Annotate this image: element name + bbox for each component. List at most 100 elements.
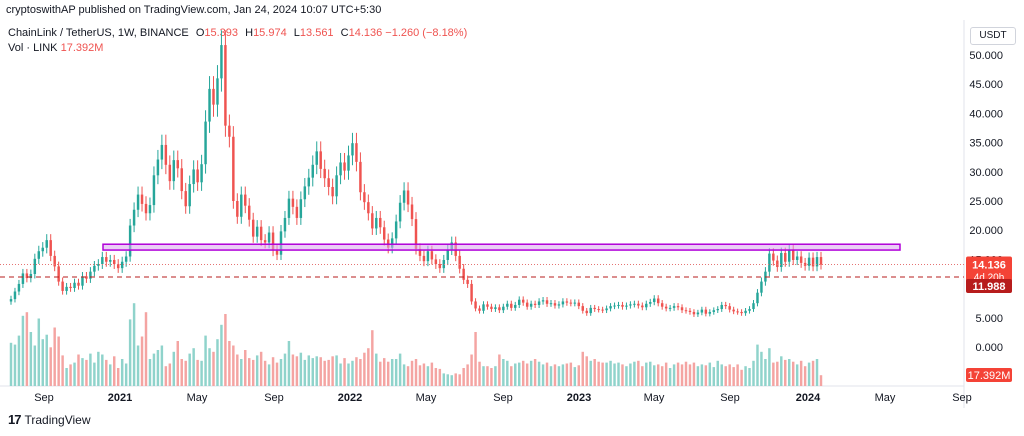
candle	[351, 132, 354, 166]
volume-value: 17.392M	[60, 42, 104, 54]
candle	[113, 254, 116, 269]
candle-body	[45, 240, 48, 248]
candle-body	[128, 225, 132, 257]
volume-bar	[811, 360, 815, 386]
candle-body	[363, 192, 366, 203]
candle-body	[649, 302, 652, 304]
high-key: H	[245, 27, 254, 39]
volume-bar	[549, 366, 553, 386]
candle-body	[109, 259, 112, 262]
volume-bar	[494, 366, 497, 386]
volume-bar	[418, 365, 422, 386]
candle-body	[696, 312, 700, 315]
volume-bar	[311, 358, 314, 386]
candle-body	[244, 194, 247, 206]
candle	[521, 296, 525, 306]
candle	[510, 300, 513, 311]
volume-bar	[585, 356, 588, 386]
candle	[93, 261, 96, 277]
candle-body	[664, 306, 668, 309]
volume-bar	[17, 335, 21, 386]
candle-body	[641, 305, 644, 308]
volume-tag	[966, 368, 1012, 382]
volume-bar	[319, 357, 322, 386]
symbol-label[interactable]: ChainLink / TetherUS, 1W, BINANCE	[8, 27, 189, 39]
candle-body	[819, 257, 823, 265]
volume-bar	[748, 368, 751, 386]
volume-bar	[819, 375, 823, 386]
candle	[799, 251, 803, 268]
candle	[81, 271, 84, 290]
volume-bar	[716, 360, 719, 386]
volume-bar	[291, 354, 295, 386]
candle	[160, 134, 164, 170]
volume-bar	[13, 344, 17, 386]
candle-body	[25, 273, 29, 279]
currency-button[interactable]: USDT	[970, 27, 1016, 45]
volume-bar	[744, 366, 747, 386]
candle	[573, 299, 577, 307]
candle-body	[379, 217, 382, 228]
candle	[279, 225, 283, 261]
candle-body	[605, 308, 608, 311]
candle	[621, 301, 624, 310]
candle-body	[105, 257, 108, 262]
volume-bar	[502, 359, 505, 386]
candle-body	[279, 231, 283, 255]
volume-bar	[335, 355, 338, 386]
candle	[776, 255, 779, 272]
candle-body	[430, 251, 434, 260]
candle-body	[438, 264, 442, 269]
volume-bar	[200, 360, 203, 386]
volume-bar	[101, 354, 104, 386]
candle-body	[295, 206, 299, 218]
candle	[9, 295, 13, 305]
candle-body	[200, 164, 203, 183]
volume-label[interactable]: Vol · LINK	[8, 42, 58, 54]
candle	[525, 299, 529, 310]
candle	[760, 277, 763, 297]
candle	[462, 264, 465, 285]
candle	[422, 250, 426, 267]
x-tick-label: May	[644, 392, 665, 404]
candle	[541, 297, 545, 305]
candle	[128, 218, 132, 262]
candle-body	[148, 205, 152, 214]
candle-body	[676, 306, 680, 308]
volume-bar	[625, 366, 628, 386]
candle	[811, 252, 815, 272]
tradingview-footer[interactable]: 17 TradingView	[8, 412, 91, 427]
candle	[25, 268, 29, 283]
volume-bar	[553, 364, 557, 386]
candle-body	[113, 259, 116, 265]
candle	[299, 191, 303, 225]
candle-body	[760, 281, 763, 293]
volume-bar	[69, 364, 72, 386]
candle-body	[89, 271, 92, 279]
candle-body	[220, 45, 223, 79]
candle-body	[601, 309, 604, 311]
volume-bar	[529, 360, 533, 386]
volume-bar	[89, 353, 92, 386]
candle-body	[299, 199, 303, 218]
volume-bar	[629, 363, 632, 386]
candle	[474, 298, 477, 312]
volume-bar	[216, 339, 219, 386]
candle	[803, 257, 807, 271]
candle	[470, 279, 473, 305]
candle	[291, 190, 295, 215]
candle	[617, 301, 620, 309]
candle	[367, 194, 370, 221]
volume-bar	[736, 364, 739, 386]
volume-bar	[605, 362, 608, 386]
candle	[660, 300, 664, 310]
candle	[251, 212, 255, 243]
volume-bar	[684, 361, 688, 386]
candle-body	[799, 256, 803, 263]
candle	[815, 251, 819, 272]
candle	[45, 234, 48, 254]
candle	[120, 256, 124, 273]
candle	[132, 202, 136, 233]
volume-bar	[41, 339, 44, 386]
